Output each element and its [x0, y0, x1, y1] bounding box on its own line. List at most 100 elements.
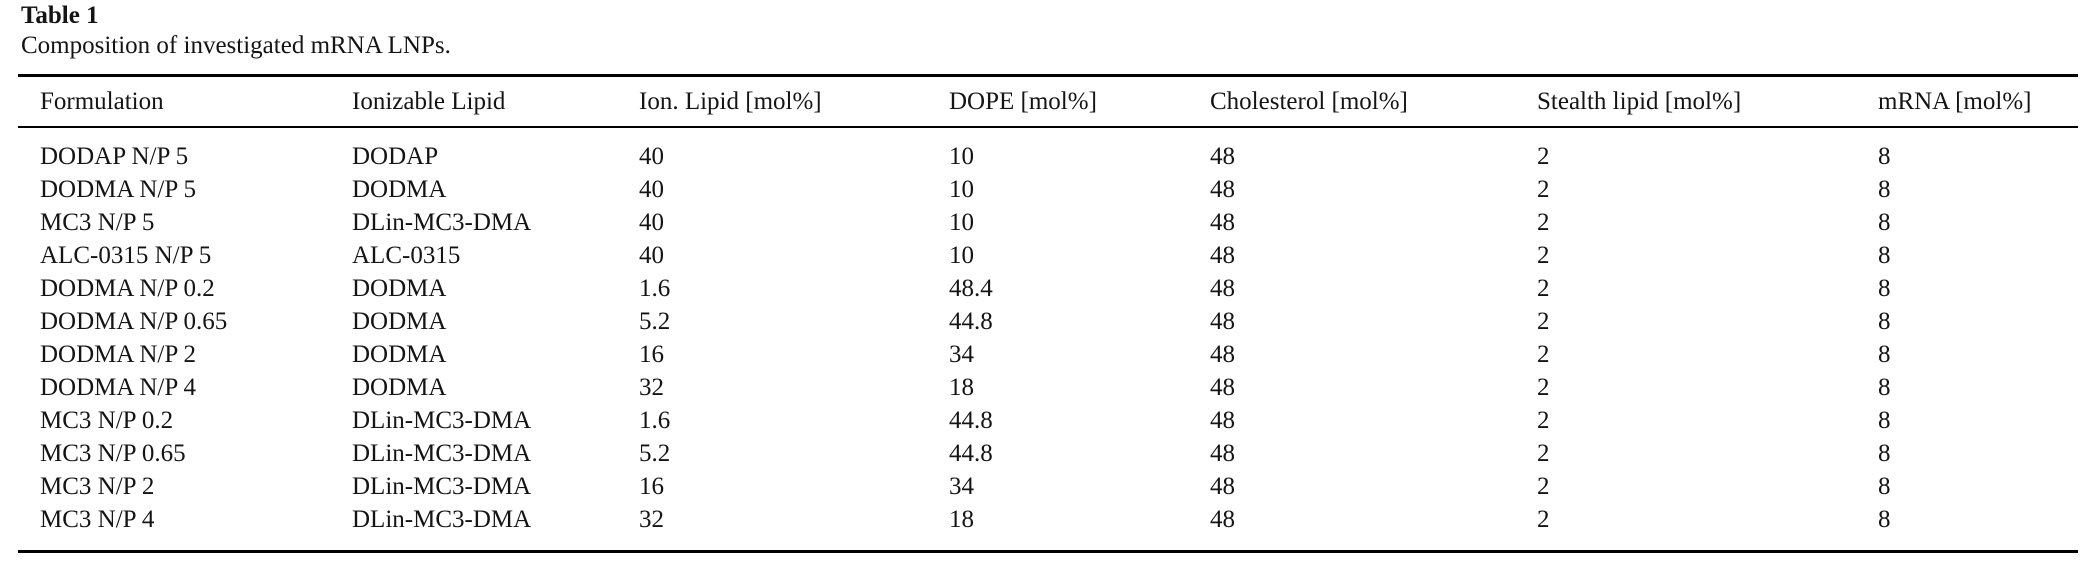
cell-cholesterol-mol: 48 — [1210, 472, 1235, 500]
table-row: DODMA N/P 0.65 DODMA 5.2 44.8 48 2 8 — [18, 305, 2078, 338]
cell-ion-lipid-mol: 5.2 — [639, 307, 671, 335]
cell-formulation: DODMA N/P 4 — [40, 373, 197, 401]
cell-mrna-mol: 8 — [1878, 373, 1891, 401]
cell-ion-lipid-mol: 1.6 — [639, 274, 671, 302]
table-row: MC3 N/P 4 DLin-MC3-DMA 32 18 48 2 8 — [18, 503, 2078, 552]
cell-mrna-mol: 8 — [1878, 505, 1891, 533]
cell-formulation: MC3 N/P 0.2 — [40, 406, 174, 434]
cell-mrna-mol: 8 — [1878, 472, 1891, 500]
table-row: DODMA N/P 4 DODMA 32 18 48 2 8 — [18, 371, 2078, 404]
cell-ion-lipid-mol: 32 — [639, 505, 664, 533]
cell-mrna-mol: 8 — [1878, 241, 1891, 269]
cell-ionizable-lipid: DODMA — [352, 175, 447, 203]
table-caption: Composition of investigated mRNA LNPs. — [21, 32, 451, 59]
cell-ionizable-lipid: DLin-MC3-DMA — [352, 505, 532, 533]
cell-ion-lipid-mol: 5.2 — [639, 439, 671, 467]
table-row: MC3 N/P 0.2 DLin-MC3-DMA 1.6 44.8 48 2 8 — [18, 404, 2078, 437]
cell-stealth-lipid-mol: 2 — [1537, 373, 1550, 401]
table-row: DODMA N/P 2 DODMA 16 34 48 2 8 — [18, 338, 2078, 371]
table-body: DODAP N/P 5 DODAP 40 10 48 2 8 DODMA N/P… — [18, 127, 2078, 552]
table-label: Table 1 — [21, 2, 99, 29]
cell-cholesterol-mol: 48 — [1210, 373, 1235, 401]
cell-ion-lipid-mol: 1.6 — [639, 406, 671, 434]
cell-stealth-lipid-mol: 2 — [1537, 340, 1550, 368]
cell-stealth-lipid-mol: 2 — [1537, 175, 1550, 203]
cell-stealth-lipid-mol: 2 — [1537, 505, 1550, 533]
cell-formulation: DODMA N/P 0.65 — [40, 307, 228, 335]
cell-ionizable-lipid: ALC-0315 — [352, 241, 461, 269]
cell-mrna-mol: 8 — [1878, 175, 1891, 203]
cell-formulation: MC3 N/P 2 — [40, 472, 155, 500]
table-row: ALC-0315 N/P 5 ALC-0315 40 10 48 2 8 — [18, 239, 2078, 272]
cell-stealth-lipid-mol: 2 — [1537, 241, 1550, 269]
cell-formulation: DODMA N/P 2 — [40, 340, 197, 368]
cell-stealth-lipid-mol: 2 — [1537, 208, 1550, 236]
cell-formulation: MC3 N/P 4 — [40, 505, 155, 533]
cell-cholesterol-mol: 48 — [1210, 406, 1235, 434]
cell-dope-mol: 18 — [949, 373, 974, 401]
cell-dope-mol: 34 — [949, 472, 974, 500]
cell-cholesterol-mol: 48 — [1210, 175, 1235, 203]
composition-table: Formulation Ionizable Lipid Ion. Lipid [… — [18, 74, 2078, 553]
cell-ion-lipid-mol: 16 — [639, 472, 664, 500]
cell-cholesterol-mol: 48 — [1210, 274, 1235, 302]
cell-dope-mol: 10 — [949, 175, 974, 203]
cell-mrna-mol: 8 — [1878, 307, 1891, 335]
cell-ionizable-lipid: DODMA — [352, 307, 447, 335]
column-header-mrna-mol: mRNA [mol%] — [1878, 75, 2078, 128]
cell-ionizable-lipid: DODMA — [352, 373, 447, 401]
cell-formulation: MC3 N/P 5 — [40, 208, 155, 236]
cell-ion-lipid-mol: 40 — [639, 142, 664, 170]
cell-ion-lipid-mol: 40 — [639, 175, 664, 203]
cell-ionizable-lipid: DODAP — [352, 142, 439, 170]
table-header: Formulation Ionizable Lipid Ion. Lipid [… — [18, 75, 2078, 128]
table-row: MC3 N/P 2 DLin-MC3-DMA 16 34 48 2 8 — [18, 470, 2078, 503]
cell-ion-lipid-mol: 40 — [639, 208, 664, 236]
cell-stealth-lipid-mol: 2 — [1537, 472, 1550, 500]
cell-stealth-lipid-mol: 2 — [1537, 439, 1550, 467]
cell-dope-mol: 44.8 — [949, 406, 993, 434]
cell-stealth-lipid-mol: 2 — [1537, 142, 1550, 170]
cell-ion-lipid-mol: 32 — [639, 373, 664, 401]
cell-mrna-mol: 8 — [1878, 406, 1891, 434]
cell-cholesterol-mol: 48 — [1210, 340, 1235, 368]
cell-mrna-mol: 8 — [1878, 274, 1891, 302]
cell-dope-mol: 44.8 — [949, 439, 993, 467]
cell-formulation: MC3 N/P 0.65 — [40, 439, 186, 467]
cell-cholesterol-mol: 48 — [1210, 307, 1235, 335]
column-header-stealth-lipid-mol: Stealth lipid [mol%] — [1537, 75, 1878, 128]
column-header-ion-lipid-mol: Ion. Lipid [mol%] — [639, 75, 949, 128]
cell-cholesterol-mol: 48 — [1210, 241, 1235, 269]
cell-ionizable-lipid: DLin-MC3-DMA — [352, 472, 532, 500]
cell-stealth-lipid-mol: 2 — [1537, 406, 1550, 434]
cell-ion-lipid-mol: 16 — [639, 340, 664, 368]
cell-formulation: DODMA N/P 0.2 — [40, 274, 215, 302]
cell-formulation: DODMA N/P 5 — [40, 175, 197, 203]
cell-mrna-mol: 8 — [1878, 142, 1891, 170]
table-row: MC3 N/P 5 DLin-MC3-DMA 40 10 48 2 8 — [18, 206, 2078, 239]
cell-mrna-mol: 8 — [1878, 208, 1891, 236]
cell-ionizable-lipid: DLin-MC3-DMA — [352, 406, 532, 434]
cell-dope-mol: 34 — [949, 340, 974, 368]
cell-ionizable-lipid: DLin-MC3-DMA — [352, 208, 532, 236]
cell-cholesterol-mol: 48 — [1210, 142, 1235, 170]
cell-dope-mol: 18 — [949, 505, 974, 533]
cell-dope-mol: 44.8 — [949, 307, 993, 335]
column-header-formulation: Formulation — [18, 75, 352, 128]
cell-ionizable-lipid: DODMA — [352, 340, 447, 368]
cell-dope-mol: 10 — [949, 142, 974, 170]
cell-mrna-mol: 8 — [1878, 439, 1891, 467]
column-header-cholesterol-mol: Cholesterol [mol%] — [1210, 75, 1537, 128]
table-row: DODMA N/P 0.2 DODMA 1.6 48.4 48 2 8 — [18, 272, 2078, 305]
cell-ionizable-lipid: DLin-MC3-DMA — [352, 439, 532, 467]
column-header-dope-mol: DOPE [mol%] — [949, 75, 1210, 128]
table-row: DODMA N/P 5 DODMA 40 10 48 2 8 — [18, 173, 2078, 206]
cell-stealth-lipid-mol: 2 — [1537, 307, 1550, 335]
cell-cholesterol-mol: 48 — [1210, 208, 1235, 236]
cell-dope-mol: 48.4 — [949, 274, 993, 302]
cell-dope-mol: 10 — [949, 241, 974, 269]
cell-stealth-lipid-mol: 2 — [1537, 274, 1550, 302]
cell-formulation: ALC-0315 N/P 5 — [40, 241, 212, 269]
header-row: Formulation Ionizable Lipid Ion. Lipid [… — [18, 75, 2078, 128]
cell-ionizable-lipid: DODMA — [352, 274, 447, 302]
